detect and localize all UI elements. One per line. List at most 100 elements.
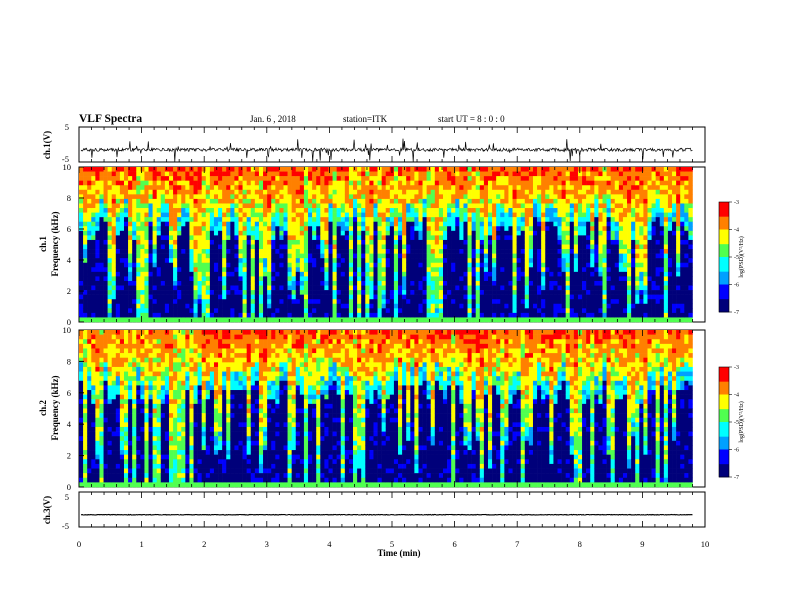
spectrogram-cell [103,290,108,295]
spectrogram-cell [524,212,530,218]
spectrogram-cell [87,208,92,213]
spectrogram-cell [524,217,530,223]
spectrogram-cell [283,290,288,295]
spectrogram-cell [643,235,648,241]
spectrogram-cell [168,253,174,259]
spectrogram-cell [250,299,256,305]
spectrogram-cell [369,230,374,236]
spectrogram-cell [205,290,211,295]
spectrogram-cell [606,290,611,295]
spectrogram-cell [463,267,468,273]
spectrogram-cell [639,189,644,195]
spectrogram-cell [177,294,182,300]
spectrogram-cell [312,176,317,181]
spectrogram-cell [95,203,100,209]
spectrogram-cell [152,189,158,195]
spectrogram-cell [267,276,272,282]
spectrogram-cell [361,303,366,309]
spectrogram-cell [193,217,198,223]
spectrogram-cell [598,208,603,213]
spectrogram-cell [156,285,162,291]
spectrogram-cell [365,285,370,291]
spectrogram-cell [320,239,325,245]
spectrogram-cell [553,217,558,223]
spectrogram-cell [328,267,333,273]
spectrogram-cell [291,290,297,295]
spectrogram-cell [663,317,669,323]
spectrogram-cell [614,267,620,273]
spectrogram-cell [279,239,284,245]
spectrogram-cell [639,198,644,204]
spectrogram-cell [246,258,252,264]
spectrogram-cell [91,235,96,241]
spectrogram-cell [528,180,534,186]
spectrogram-cell [377,285,382,291]
spectrogram-cell [393,294,399,300]
spectrogram-cell [389,226,395,232]
spectrogram-cell [222,208,227,213]
spectrogram-cell [520,189,526,195]
spectrogram-cell [242,189,247,195]
spectrogram-cell [516,262,522,268]
spectrogram-cell [263,180,268,186]
spectrogram-cell [438,244,444,250]
spectrogram-cell [516,317,522,323]
spectrogram-cell [373,276,378,282]
spectrogram-cell [676,208,681,213]
spectrogram-cell [246,317,252,323]
spectrogram-cell [348,180,354,186]
spectrogram-cell [115,180,121,186]
spectrogram-cell [614,203,620,209]
spectrogram-cell [492,299,497,305]
spectrogram-cell [430,317,436,323]
spectrogram-cell [389,244,395,250]
spectrogram-cell [459,167,464,172]
spectrogram-cell [136,271,141,277]
spectrogram-cell [295,271,301,277]
spectrogram-cell [434,221,440,227]
spectrogram-cell [426,280,432,286]
spectrogram-cell [295,262,301,268]
spectrogram-cell [414,294,419,300]
spectrogram-cell [549,198,554,204]
spectrogram-cell [83,312,88,318]
spectrogram-cell [455,312,460,318]
spectrogram-cell [627,303,632,309]
spectrogram-cell [226,312,231,318]
spectrogram-cell [393,290,399,295]
spectrogram-cell [267,244,272,250]
spectrogram-cell [353,280,358,286]
spectrogram-cell [103,285,108,291]
spectrogram-cell [406,239,411,245]
spectrogram-cell [267,180,272,186]
spectrogram-cell [369,194,374,200]
spectrogram-cell [483,239,489,245]
spectrogram-cell [487,198,493,204]
spectrogram-cell [95,171,100,177]
spectrogram-cell [504,198,509,204]
spectrogram-cell [389,194,395,200]
spectrogram-cell [291,226,297,232]
spectrogram-cell [324,185,329,191]
spectrogram-cell [189,208,194,213]
spectrogram-cell [348,290,354,295]
spectrogram-cell [267,185,272,191]
spectrogram-cell [308,317,313,323]
spectrogram-cell [451,271,456,277]
spectrogram-cell [234,317,239,323]
spectrogram-cell [410,230,415,236]
spectrogram-cell [434,253,440,259]
spectrogram-cell [385,249,391,254]
spectrogram-cell [655,235,661,241]
spectrogram-cell [320,285,325,291]
spectrogram-cell [83,258,88,264]
spectrogram-cell [250,258,256,264]
spectrogram-cell [618,267,624,273]
spectrogram-cell [230,230,235,236]
spectrogram-cell [91,212,96,218]
spectrogram-cell [201,221,207,227]
spectrogram-cell [132,194,137,200]
spectrogram-cell [659,312,665,318]
spectrogram-cell [99,299,104,305]
spectrogram-cell [614,180,620,186]
